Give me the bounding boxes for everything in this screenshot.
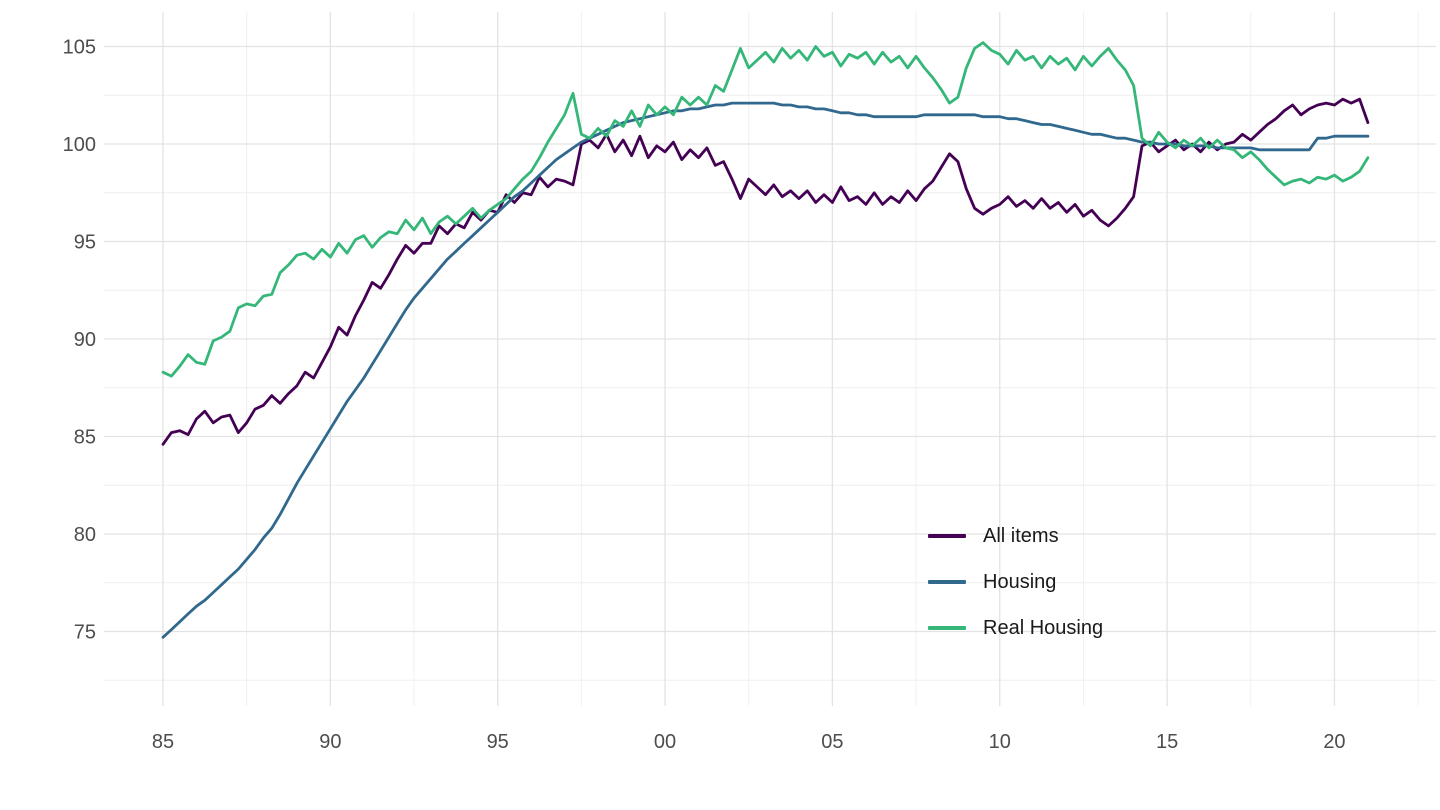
y-axis-tick-label: 105 <box>63 37 96 59</box>
y-axis-tick-label: 90 <box>74 329 96 351</box>
legend-item-housing: Housing <box>928 568 1103 596</box>
series-line-housing <box>161 101 1370 639</box>
x-axis-tick-label: 15 <box>1156 731 1178 753</box>
y-axis-tick-label: 80 <box>74 524 96 546</box>
legend-label: Housing <box>983 571 1057 593</box>
legend-key-line-housing <box>928 580 966 584</box>
legend-item-all-items: All items <box>928 522 1103 550</box>
legend-item-real-housing: Real Housing <box>928 614 1103 642</box>
series-line-all-items <box>161 97 1370 446</box>
y-axis-tick-label: 95 <box>74 232 96 254</box>
legend-label: All items <box>983 525 1059 547</box>
legend-label: Real Housing <box>983 617 1104 639</box>
x-axis-tick-label: 20 <box>1323 731 1345 753</box>
gridlines-major <box>104 12 1436 706</box>
y-axis-tick-label: 75 <box>74 622 96 644</box>
x-axis-tick-label: 95 <box>487 731 509 753</box>
x-axis-tick-label: 90 <box>319 731 341 753</box>
legend-key-line-all-items <box>928 534 966 538</box>
y-axis-tick-label: 85 <box>74 427 96 449</box>
axis-tick-labels: 75 80 85 90 95 100 105 85 90 95 00 05 10 15 20 <box>63 37 1346 754</box>
series-line-real-housing <box>161 41 1370 378</box>
x-axis-tick-label: 85 <box>152 731 174 753</box>
legend-key-line-real-housing <box>928 626 966 630</box>
x-axis-tick-label: 05 <box>821 731 843 753</box>
x-axis-tick-label: 10 <box>989 731 1011 753</box>
x-axis-tick-label: 00 <box>654 731 676 753</box>
gridlines-minor <box>104 12 1436 706</box>
chart-legend: All items Housing Real Housing <box>928 522 1103 642</box>
y-axis-tick-label: 100 <box>63 134 96 156</box>
